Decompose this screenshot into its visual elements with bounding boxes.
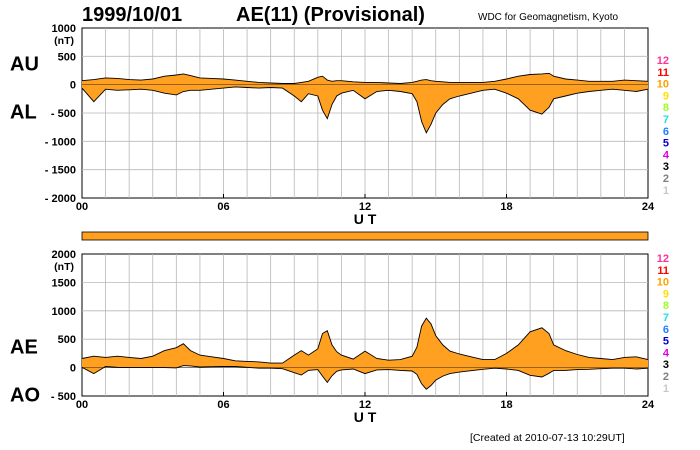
panel2-legend-level-label: 10 [657,277,669,289]
panel1-x-axis-title: U T [354,211,377,227]
panel1-legend-level-label: 6 [663,126,669,138]
date-title: 1999/10/01 [82,4,183,26]
panel1-legend-level-label: 12 [657,55,669,67]
panel1-legend-level-label: 3 [663,161,669,173]
panel2-x-tick-label: 00 [76,399,88,411]
panel2-x-axis-title: U T [354,409,377,425]
created-timestamp: [Created at 2010-07-13 10:29UT] [470,432,625,444]
panel2-x-tick-label: 12 [359,399,371,411]
panel2-legend-level-label: 12 [657,253,669,265]
panel1-y-tick-label: 0 [70,80,76,92]
panel1-x-tick-label: 06 [217,201,229,213]
panel2-legend-level-label: 3 [663,359,669,371]
panel2-legend-level-label: 2 [663,371,669,383]
panel2-x-tick-label: 06 [217,399,229,411]
panel1-series-label-au: AU [10,54,39,76]
source-label: WDC for Geomagnetism, Kyoto [478,12,619,23]
panel1-y-tick-label: 500 [58,51,76,63]
panel2-series-ae-line [81,317,649,364]
panel1-y-unit-label: (nT) [54,35,74,47]
panel2-legend-level-label: 1 [663,383,669,395]
panel1-x-tick-label: 12 [359,201,371,213]
panel2-series-label-ae: AE [10,337,38,359]
panel1-y-tick-label: - 500 [51,108,76,120]
panel2-y-tick-label: - 500 [51,391,76,403]
panel1-legend-level-label: 1 [663,185,669,197]
panel1-y-tick-label: 1000 [52,23,76,35]
panel2-legend-level-label: 4 [663,347,670,359]
panel2-legend-level-label: 7 [663,312,669,324]
chart-title: AE(11) (Provisional) [236,4,425,26]
panel1-legend-level-label: 10 [657,79,669,91]
panel1-legend-level-label: 11 [657,67,669,79]
panel1-y-tick-label: - 2000 [45,193,76,205]
panel2-series-ao-line [81,365,649,390]
panel1-legend-level-label: 8 [663,102,669,114]
panel1-x-tick-label: 24 [642,201,655,213]
panel2-legend-level-label: 9 [663,288,669,300]
panel1-x-tick-label: 00 [76,201,88,213]
panel1-legend-level-label: 9 [663,90,669,102]
panel2-legend-level-label: 8 [663,300,669,312]
panel2-series-label-ao: AO [10,385,40,407]
panel1-y-tick-label: - 1500 [45,165,76,177]
panel2-y-tick-label: 0 [70,363,76,375]
data-status-bar [81,231,649,241]
panel1-legend-level-label: 7 [663,114,669,126]
panel2-y-unit-label: (nT) [54,261,74,273]
panel2-legend-level-label: 6 [663,324,669,336]
panel1-series-au-line [81,72,649,84]
panel1-series-label-al: AL [10,102,37,124]
panel2-y-tick-label: 1500 [52,277,76,289]
panel2-legend-level-label: 11 [657,265,669,277]
panel2-y-tick-label: 500 [58,334,76,346]
panel1-legend-level-label: 4 [663,149,670,161]
panel1-x-tick-label: 18 [500,201,512,213]
panel2-band-area [82,318,648,390]
panel1-band-area [82,73,648,133]
panel2-y-tick-label: 1000 [52,306,76,318]
panel1-legend-level-label: 2 [663,173,669,185]
panel2-legend-level-label: 5 [663,336,669,348]
panel1-series-al-line [81,86,649,134]
panel2-x-tick-label: 18 [500,399,512,411]
panel2-x-tick-label: 24 [642,399,655,411]
panel2-y-tick-label: 2000 [52,249,76,261]
panel1-legend-level-label: 5 [663,138,669,150]
panel1-y-tick-label: - 1000 [45,136,76,148]
